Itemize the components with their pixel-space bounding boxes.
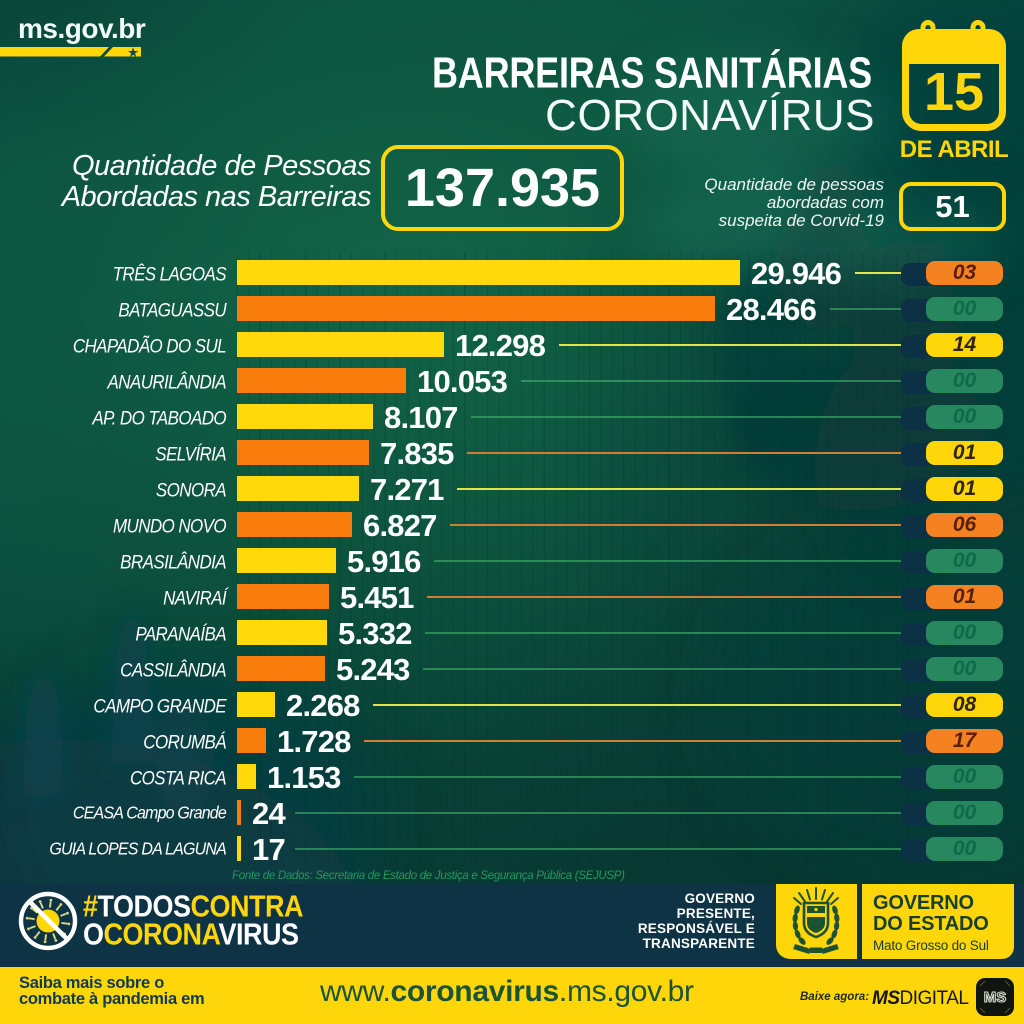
- svg-text:MS: MS: [984, 989, 1007, 1006]
- svg-text:15: 15: [924, 62, 984, 122]
